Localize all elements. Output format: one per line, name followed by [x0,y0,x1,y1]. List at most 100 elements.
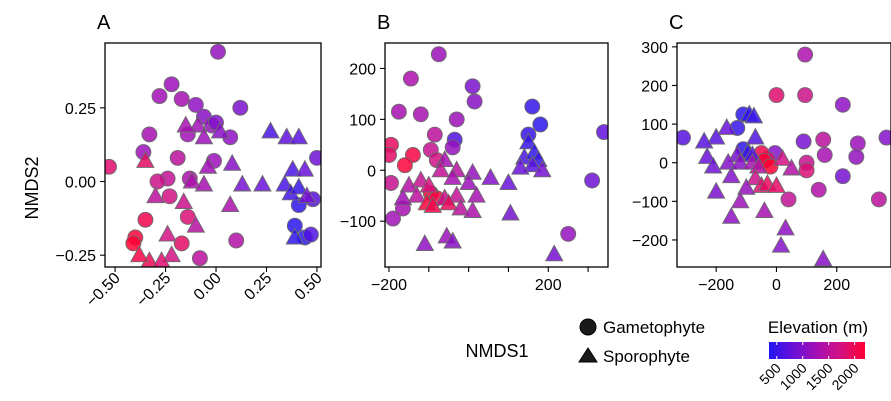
sporophyte-point [136,150,155,168]
sporophyte-point [295,159,315,177]
sporophyte-point [467,185,486,203]
gametophyte-point [834,168,851,185]
sporophyte-point [443,231,462,249]
x-tick-label: 200 [823,277,850,294]
gametophyte-point [232,99,249,116]
gametophyte-point [402,70,419,87]
x-tick-label: 200 [535,277,562,294]
gametophyte-point [466,93,483,110]
sporophyte-point [285,227,305,245]
gametophyte-point [173,235,190,252]
sporophyte-point [767,175,786,193]
legend-triangle-icon [578,347,598,363]
gametophyte-point [584,172,601,189]
sporophyte-point [176,115,196,133]
y-tick-label: 0.25 [65,101,96,118]
gametophyte-point [105,158,117,175]
gametophyte-point [810,181,827,198]
gametophyte-point [797,87,814,104]
x-tick-label: −200 [371,277,407,294]
panel-a: A−0.250.000.25−0.50 −0.25 0.00 0.25 0.50 [56,12,326,310]
gametophyte-point [161,188,178,205]
x-tick-label: 0.25 [241,270,275,304]
x-tick-label: 0 [772,277,781,294]
sporophyte-point [232,174,252,192]
sporophyte-point [146,186,165,204]
gametophyte-point [210,43,226,60]
gametophyte-point [141,126,158,143]
sporophyte-point [706,181,726,199]
sporophyte-point [152,251,171,267]
sporophyte-point [730,152,750,170]
sporophyte-point [447,185,466,203]
x-tick-label: 0.50 [292,270,326,304]
y-tick-label: 0 [367,163,376,180]
gametophyte-point [302,226,319,243]
gametophyte-point [309,149,321,166]
y-tick-label: −100 [340,214,376,231]
sporophyte-point [289,177,309,195]
gametophyte-point [834,96,851,113]
gametophyte-point [187,96,204,113]
gametophyte-point [151,88,168,105]
sporophyte-point [393,188,413,206]
sporophyte-point [182,171,202,189]
sporophyte-point [439,193,459,211]
y-tick-label: 0.00 [65,175,96,192]
gametophyte-point [878,129,891,146]
colorbar-tick-label: 2000 [828,360,861,393]
sporophyte-point [697,146,717,164]
gametophyte-point [426,126,443,143]
gametophyte-point [848,148,865,165]
gametophyte-point [385,175,399,191]
sporophyte-point [194,127,214,145]
y-tick-label: 100 [349,112,376,129]
gametophyte-point [163,76,180,93]
gametophyte-point [798,162,815,179]
sporophyte-point [253,174,272,192]
gametophyte-point [849,135,866,152]
sporophyte-point [773,148,792,166]
y-tick-label: 100 [641,117,668,134]
x-axis-label: NMDS1 [465,341,528,361]
y-tick-label: −0.25 [56,248,97,265]
sporophyte-point [463,201,482,218]
sporophyte-point [694,131,714,149]
y-tick-label: 200 [641,78,668,95]
sporophyte-point [283,159,303,177]
sporophyte-point [749,156,768,174]
sporophyte-point [703,156,723,174]
gametophyte-point [816,147,833,163]
gametophyte-point [385,147,397,163]
elevation-colorbar [769,342,865,359]
gametophyte-point [125,235,142,252]
gametophyte-point [768,87,785,104]
sporophyte-point [423,195,443,213]
sporophyte-point [511,157,530,175]
sporophyte-point [744,106,764,124]
gametophyte-point [780,191,797,208]
gametophyte-point [815,131,832,148]
gametophyte-point [560,225,577,242]
sporophyte-point [198,156,218,174]
panel-label: C [669,12,683,34]
sporophyte-point [499,173,518,190]
gametophyte-point [228,232,245,249]
sporophyte-point [717,118,737,135]
gametophyte-point [444,139,461,156]
gametophyte-point [430,46,447,63]
gametophyte-point [677,129,691,146]
points-group [105,43,321,267]
gametophyte-point [532,116,549,133]
sporophyte-point [399,175,419,193]
y-tick-label: −200 [632,233,668,250]
y-axis-label: NMDS2 [22,156,42,219]
sporophyte-point [523,155,542,173]
gametophyte-point [390,103,407,120]
sporophyte-point [261,121,280,139]
sporophyte-point [721,166,741,184]
y-tick-label: 300 [641,40,668,57]
x-tick-label: −200 [698,277,734,294]
sporophyte-point [481,167,500,185]
gametophyte-point [596,124,608,141]
